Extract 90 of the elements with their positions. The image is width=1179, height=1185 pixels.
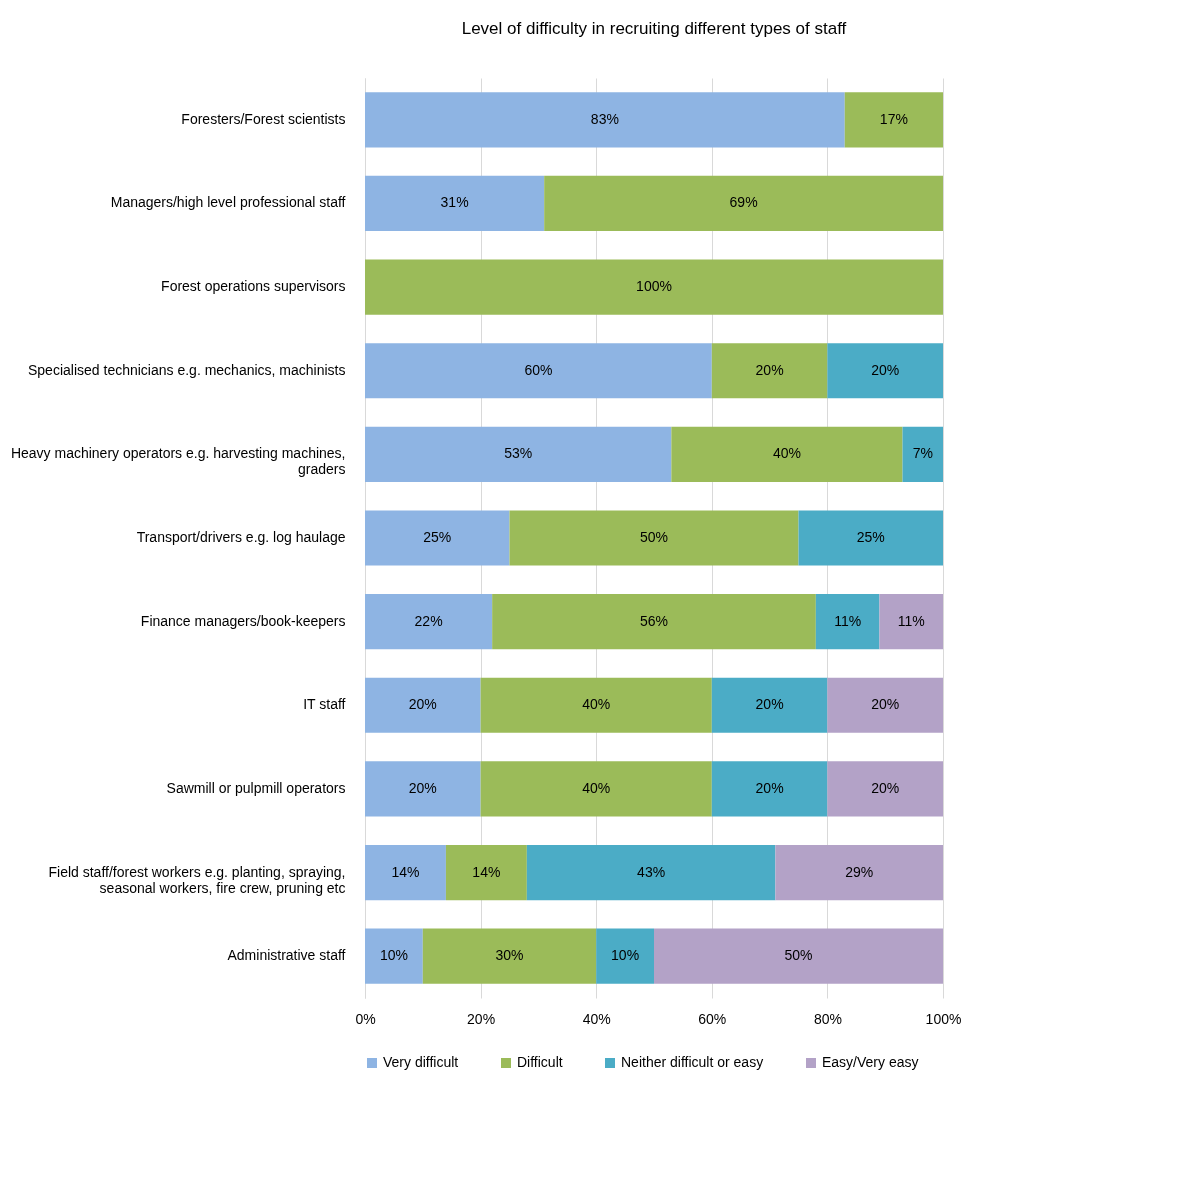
bar (365, 928, 423, 984)
data-label: 40% (582, 779, 611, 796)
x-tick-label: 40% (582, 1010, 611, 1027)
data-label: 20% (755, 696, 784, 713)
y-tick-label: Field staff/forest workers e.g. planting, spraying, seasonal workers, fire crew, pruning etc (48, 863, 346, 896)
data-label: 50% (639, 529, 669, 545)
bar (509, 510, 799, 566)
data-label: 20% (408, 779, 437, 796)
bar (711, 677, 828, 733)
bar (480, 677, 712, 733)
data-label: 20% (871, 696, 900, 713)
x-tick-label: 20% (467, 1010, 496, 1027)
y-tick-label: Transport/drivers e.g. log haulage (136, 529, 346, 545)
bar (365, 844, 446, 901)
bar (480, 761, 712, 817)
data-label: 20% (871, 361, 900, 378)
bar (544, 175, 943, 232)
bar (365, 175, 545, 232)
bar (775, 844, 943, 901)
bar (422, 928, 597, 984)
bar (365, 594, 493, 650)
bar (365, 761, 481, 817)
legend-label: Very difficult (383, 1054, 459, 1070)
chart-title: Level of difficulty in recruiting different types of staff (461, 19, 847, 38)
bar (815, 594, 880, 650)
bar (365, 259, 943, 315)
legend-label: Neither difficult or easy (621, 1054, 764, 1070)
bar (671, 426, 903, 482)
data-label: 56% (639, 612, 669, 629)
data-label: 40% (582, 696, 611, 713)
bar (445, 844, 527, 901)
y-tick-label: Heavy machinery operators e.g. harvesting machines, graders (10, 445, 346, 478)
data-label: 25% (856, 529, 885, 545)
bar (798, 510, 943, 566)
data-label: 22% (414, 612, 443, 629)
bar (827, 761, 943, 817)
data-label: 43% (637, 863, 666, 880)
bar (365, 343, 712, 399)
bar (365, 92, 845, 148)
bar (879, 594, 943, 650)
bar (365, 426, 672, 482)
y-tick-label: Forest operations supervisors (161, 278, 346, 295)
y-tick-label: Finance managers/book-keepers (140, 612, 346, 629)
data-label: 14% (391, 863, 420, 880)
bar (844, 92, 943, 148)
bar (827, 343, 943, 399)
legend-label: Easy/Very easy (822, 1054, 919, 1070)
data-label: 11% (897, 612, 925, 629)
data-label: 11% (834, 612, 862, 629)
bar (365, 510, 510, 566)
data-label: 60% (524, 361, 553, 378)
data-label: 20% (755, 361, 784, 378)
bar (526, 844, 776, 901)
bar (711, 343, 828, 399)
data-label: 25% (423, 529, 452, 545)
x-tick-label: 80% (813, 1010, 842, 1027)
bar (827, 677, 943, 733)
data-label: 83% (590, 110, 619, 127)
x-tick-label: 60% (698, 1010, 727, 1027)
y-tick-label: Managers/high level professional staff (110, 194, 346, 211)
bar (711, 761, 828, 817)
bar (902, 426, 943, 482)
data-label: 20% (755, 779, 784, 796)
bar (654, 928, 943, 984)
y-tick-label: Administrative staff (227, 947, 346, 964)
legend-label: Difficult (517, 1054, 563, 1070)
data-label: 20% (408, 696, 437, 713)
data-label: 14% (472, 863, 501, 880)
data-label: 10% (379, 947, 408, 964)
data-label: 50% (784, 947, 813, 964)
data-label: 69% (729, 194, 758, 211)
x-tick-label: 100% (925, 1010, 962, 1027)
data-label: 31% (440, 194, 469, 211)
data-label: 7% (912, 445, 933, 462)
data-label: 29% (845, 863, 874, 880)
data-label: 53% (504, 445, 533, 462)
y-tick-label: Foresters/Forest scientists (181, 110, 346, 127)
y-tick-label: Specialised technicians e.g. mechanics, machinists (28, 361, 346, 378)
data-label: 10% (611, 947, 640, 964)
data-label: 20% (871, 779, 900, 796)
data-label: 30% (495, 947, 524, 964)
data-label: 100% (636, 278, 672, 295)
bar (492, 594, 816, 650)
x-tick-label: 0% (355, 1010, 376, 1027)
y-tick-label: IT staff (303, 696, 346, 713)
y-tick-label: Sawmill or pulpmill operators (166, 779, 346, 796)
data-label: 40% (772, 445, 801, 462)
bar (596, 928, 654, 984)
data-label: 17% (879, 110, 908, 127)
bar (365, 677, 481, 733)
